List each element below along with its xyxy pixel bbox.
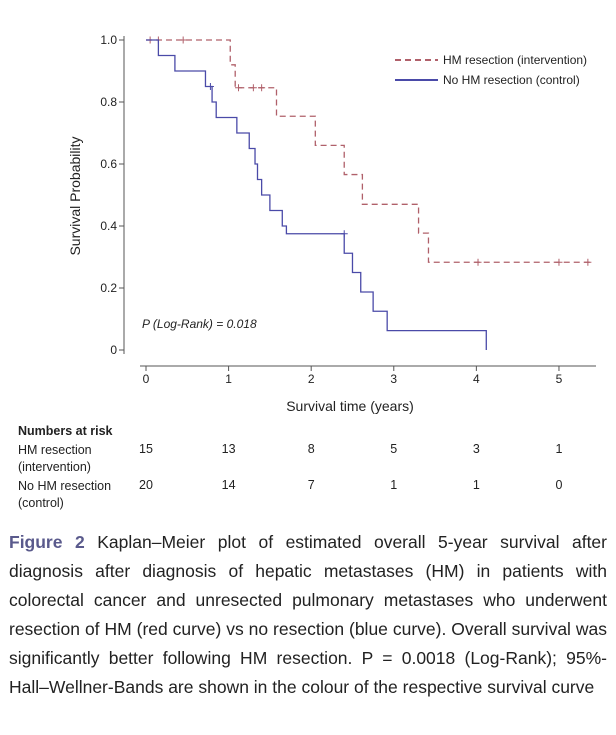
risk-count: 7 bbox=[307, 478, 315, 492]
risk-count: 8 bbox=[307, 442, 315, 456]
x-tick-label: 0 bbox=[143, 372, 150, 386]
plot-legend: HM resection (intervention) No HM resecti… bbox=[395, 53, 587, 87]
censor-mark bbox=[235, 84, 243, 92]
risk-count: 13 bbox=[221, 442, 236, 456]
legend-label: HM resection (intervention) bbox=[443, 53, 587, 67]
risk-row-label: No HM resection (control) bbox=[18, 479, 112, 510]
y-tick-label: 1.0 bbox=[100, 33, 117, 47]
plot-axes: 0 0.2 0.4 0.6 0.8 1.0 0 1 2 3 4 5 bbox=[100, 33, 596, 386]
x-tick-label: 2 bbox=[308, 372, 315, 386]
y-tick-label: 0.6 bbox=[100, 157, 117, 171]
km-plot: 0 0.2 0.4 0.6 0.8 1.0 0 1 2 3 4 5 HM resection (int… bbox=[67, 33, 596, 414]
risk-count: 15 bbox=[139, 442, 153, 456]
x-tick-label: 1 bbox=[225, 372, 232, 386]
numbers-at-risk-table: Numbers at risk HM resection (interventio… bbox=[18, 424, 616, 514]
risk-row-label: HM resection (intervention) bbox=[18, 443, 92, 474]
risk-count: 1 bbox=[390, 478, 398, 492]
risk-count: 14 bbox=[221, 478, 236, 492]
y-tick-label: 0 bbox=[110, 343, 117, 357]
series-line-no-hm-resection bbox=[146, 39, 487, 350]
caption-text: Kaplan–Meier plot of estimated overall 5… bbox=[9, 532, 607, 697]
x-axis-title: Survival time (years) bbox=[286, 398, 414, 414]
figure-caption: Figure 2 Kaplan–Meier plot of estimated … bbox=[9, 528, 607, 702]
figure-label: Figure 2 bbox=[9, 532, 85, 552]
censor-mark bbox=[584, 258, 592, 266]
y-tick-label: 0.2 bbox=[100, 281, 117, 295]
risk-count: 0 bbox=[555, 478, 563, 492]
y-axis-title: Survival Probability bbox=[67, 136, 83, 255]
x-tick-label: 4 bbox=[473, 372, 480, 386]
x-tick-label: 3 bbox=[390, 372, 397, 386]
risk-count: 1 bbox=[472, 478, 480, 492]
plot-curves bbox=[146, 36, 592, 350]
risk-count: 5 bbox=[390, 442, 398, 456]
censor-mark bbox=[340, 230, 348, 238]
censor-mark bbox=[474, 258, 482, 266]
censor-mark bbox=[206, 83, 214, 90]
logrank-annotation: P (Log-Rank) = 0.018 bbox=[142, 317, 257, 331]
censor-mark bbox=[555, 258, 563, 266]
censor-mark bbox=[258, 84, 266, 92]
censor-mark bbox=[179, 36, 187, 44]
risk-count: 20 bbox=[139, 478, 153, 492]
risk-count: 3 bbox=[472, 442, 480, 456]
y-tick-label: 0.4 bbox=[100, 219, 117, 233]
risk-table-title: Numbers at risk bbox=[18, 424, 113, 438]
censor-mark bbox=[249, 84, 257, 92]
y-tick-label: 0.8 bbox=[100, 95, 117, 109]
risk-count: 1 bbox=[555, 442, 563, 456]
x-tick-label: 5 bbox=[556, 372, 563, 386]
legend-label: No HM resection (control) bbox=[443, 73, 580, 87]
series-line-hm-resection bbox=[146, 39, 592, 263]
